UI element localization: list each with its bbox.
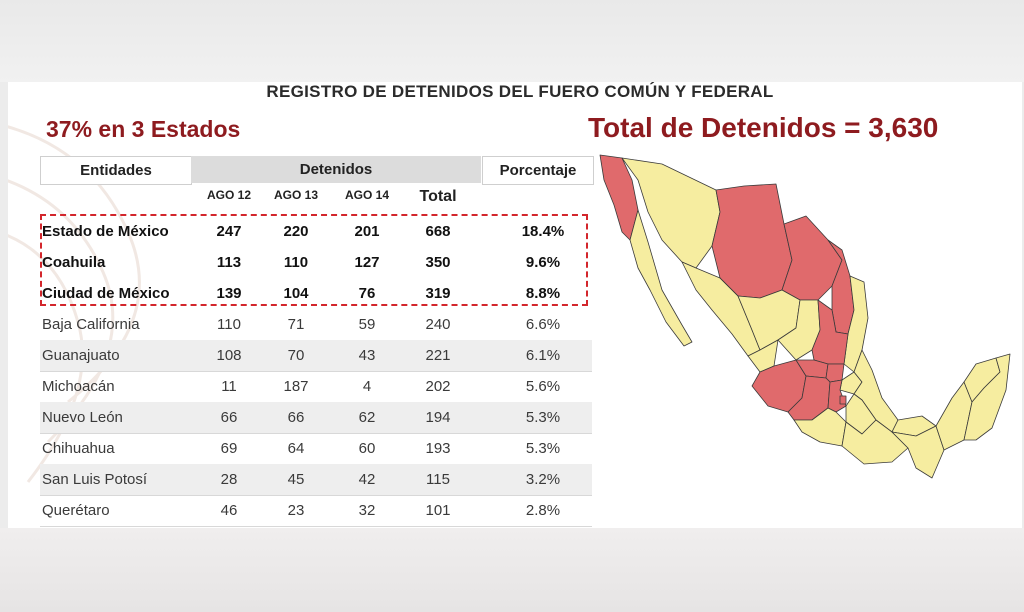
map-ciudad-de-mexico	[839, 395, 847, 405]
cell-porcentaje: 5.6%	[525, 378, 561, 395]
map-queretaro	[825, 363, 845, 383]
cell-ago14: 201	[354, 223, 380, 240]
cell-ago13: 45	[287, 471, 305, 488]
cell-ago13: 70	[287, 347, 305, 364]
bottom-band	[0, 528, 1024, 612]
table-row: Nuevo León 66 66 62 194 5.3%	[40, 402, 592, 433]
cell-ago14: 60	[358, 440, 376, 457]
cell-ago14: 4	[362, 378, 372, 395]
header-detenidos: Detenidos	[191, 156, 481, 183]
slide: REGISTRO DE DETENIDOS DEL FUERO COMÚN Y …	[8, 82, 1022, 528]
table-row: San Luis Potosí 28 45 42 115 3.2%	[40, 464, 592, 495]
map-chihuahua	[711, 183, 793, 299]
cell-entidad: Ciudad de México	[42, 285, 170, 302]
cell-ago12: 46	[220, 502, 238, 519]
table-row: Michoacán 11 187 4 202 5.6%	[40, 371, 592, 402]
cell-porcentaje: 2.8%	[525, 502, 561, 519]
top-band	[0, 0, 1024, 82]
cell-total: 202	[425, 378, 451, 395]
cell-porcentaje: 5.3%	[525, 440, 561, 457]
cell-ago13: 64	[287, 440, 305, 457]
col-header-ago13: AGO 13	[273, 188, 318, 202]
map-coahuila	[781, 215, 843, 301]
cell-ago12: 113	[216, 254, 242, 271]
mexico-map	[599, 154, 1011, 479]
page-title: REGISTRO DE DETENIDOS DEL FUERO COMÚN Y …	[266, 82, 774, 101]
cell-total: 115	[426, 471, 450, 488]
cell-porcentaje: 18.4%	[521, 223, 565, 240]
cell-total: 194	[425, 409, 451, 426]
cell-ago12: 247	[216, 223, 242, 240]
cell-entidad: San Luis Potosí	[42, 471, 148, 488]
cell-total: 240	[425, 316, 451, 333]
cell-ago12: 69	[220, 440, 238, 457]
table-row: Chihuahua 69 64 60 193 5.3%	[40, 433, 592, 464]
cell-entidad: Querétaro	[42, 502, 110, 519]
cell-porcentaje: 6.6%	[525, 316, 561, 333]
cell-total: 319	[425, 285, 451, 302]
table-row: Estado de México 247 220 201 668 18.4%	[40, 216, 592, 247]
cell-entidad: Coahuila	[42, 254, 106, 271]
cell-ago12: 66	[220, 409, 238, 426]
col-header-total: Total	[419, 188, 457, 205]
cell-porcentaje: 6.1%	[525, 347, 561, 364]
table-row: Coahuila 113 110 127 350 9.6%	[40, 247, 592, 278]
cell-ago14: 42	[358, 471, 376, 488]
cell-porcentaje: 5.3%	[525, 409, 561, 426]
cell-total: 221	[425, 347, 451, 364]
cell-ago14: 127	[354, 254, 380, 271]
cell-ago13: 104	[283, 285, 309, 302]
cell-ago12: 108	[216, 347, 242, 364]
cell-ago12: 110	[217, 316, 241, 333]
top-three-highlight	[40, 214, 588, 306]
cell-entidad: Nuevo León	[42, 409, 123, 426]
table-row: Guanajuato 108 70 43 221 6.1%	[40, 340, 592, 371]
cell-entidad: Chihuahua	[42, 440, 115, 457]
cell-total: 101	[425, 502, 451, 519]
row-divider	[40, 433, 592, 434]
row-divider	[40, 526, 592, 527]
cell-ago14: 59	[358, 316, 376, 333]
cell-ago13: 110	[283, 254, 309, 271]
table-row: Querétaro 46 23 32 101 2.8%	[40, 495, 592, 526]
cell-entidad: Michoacán	[42, 378, 115, 395]
row-divider	[40, 371, 592, 372]
header-entidades: Entidades	[40, 156, 192, 185]
cell-porcentaje: 9.6%	[525, 254, 561, 271]
cell-total: 668	[425, 223, 451, 240]
cell-ago13: 187	[283, 378, 309, 395]
cell-ago12: 139	[216, 285, 242, 302]
row-divider	[40, 495, 592, 496]
cell-porcentaje: 8.8%	[525, 285, 561, 302]
percent-summary: 37% en 3 Estados	[46, 116, 241, 142]
col-header-ago14: AGO 14	[344, 188, 389, 202]
cell-ago13: 71	[287, 316, 305, 333]
cell-total: 193	[425, 440, 451, 457]
map-baja-california-sur	[629, 209, 693, 347]
table-row: Ciudad de México 139 104 76 319 8.8%	[40, 278, 592, 309]
cell-ago14: 76	[358, 285, 376, 302]
header-porcentaje: Porcentaje	[482, 156, 594, 185]
cell-entidad: Baja California	[42, 316, 140, 333]
cell-total: 350	[425, 254, 451, 271]
cell-ago14: 43	[358, 347, 376, 364]
cell-ago13: 220	[283, 223, 309, 240]
cell-ago13: 23	[287, 502, 305, 519]
cell-entidad: Estado de México	[42, 223, 169, 240]
total-detenidos: Total de Detenidos = 3,630	[588, 112, 939, 143]
cell-ago14: 62	[358, 409, 376, 426]
map-nayarit	[747, 339, 779, 373]
cell-porcentaje: 3.2%	[525, 471, 561, 488]
cell-entidad: Guanajuato	[42, 347, 120, 364]
table-row: Baja California 110 71 59 240 6.6%	[40, 309, 592, 340]
cell-ago12: 28	[220, 471, 238, 488]
col-header-ago12: AGO 12	[206, 188, 251, 202]
cell-ago14: 32	[358, 502, 376, 519]
map-quintana-roo	[963, 353, 1011, 441]
cell-ago13: 66	[287, 409, 305, 426]
cell-ago12: 11	[221, 378, 237, 395]
